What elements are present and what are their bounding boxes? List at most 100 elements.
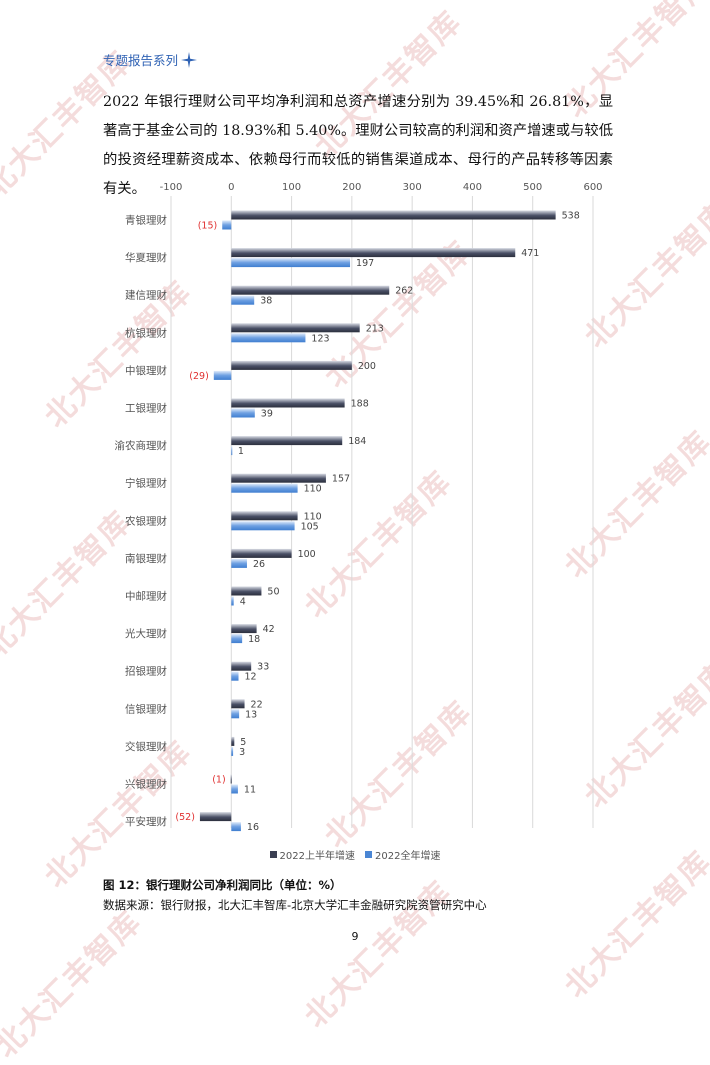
data-label-h1: 5	[240, 737, 246, 748]
bar-fy	[231, 295, 255, 305]
data-label-fy: 123	[311, 333, 329, 344]
x-tick-label: 0	[228, 182, 234, 193]
data-label-h1: 100	[298, 549, 316, 560]
x-tick-label: 100	[282, 182, 301, 193]
page-number: 9	[351, 930, 359, 943]
bar-fy	[231, 746, 234, 756]
category-label: 交银理财	[125, 740, 167, 753]
bar-fy	[231, 822, 241, 832]
category-label: 兴银理财	[125, 778, 167, 791]
data-label-h1: 22	[251, 699, 263, 710]
watermark-text: 北大汇丰智库	[0, 904, 149, 1065]
data-label-fy: 11	[244, 785, 256, 796]
body-paragraph-text: 2022 年银行理财公司平均净利润和总资产增速分别为 39.45%和 26.81…	[103, 94, 613, 197]
data-label-fy: 13	[245, 709, 257, 720]
bar-fy	[231, 446, 233, 456]
bar-fy	[231, 258, 351, 268]
bar-fy	[231, 671, 239, 681]
bar-h1	[231, 436, 343, 446]
body-paragraph: 2022 年银行理财公司平均净利润和总资产增速分别为 39.45%和 26.81…	[103, 88, 613, 204]
bar-fy	[231, 483, 298, 493]
data-label-h1: 50	[267, 587, 279, 598]
figure-caption: 图 12：银行理财公司净利润同比（单位：%）	[103, 878, 342, 892]
x-tick-label: 500	[523, 182, 542, 193]
legend-label-fy: 2022全年增速	[375, 851, 441, 862]
bar-fy	[231, 709, 240, 719]
data-label-fy: 39	[261, 409, 273, 420]
x-tick-label: 400	[463, 182, 482, 193]
bar-fy	[231, 333, 306, 343]
data-label-h1: 213	[366, 323, 384, 334]
data-source-note: 数据来源：银行财报，北大汇丰智库-北京大学汇丰金融研究院资管研究中心	[103, 898, 487, 912]
category-label: 青银理财	[125, 214, 167, 227]
bar-h1	[231, 210, 556, 220]
bar-h1	[230, 774, 232, 784]
data-label-h1: 471	[521, 248, 539, 259]
category-label: 平安理财	[125, 815, 167, 828]
data-label-h1: 538	[562, 211, 580, 222]
data-label-h1: 188	[351, 399, 369, 410]
bar-fy	[213, 370, 232, 380]
bar-h1	[231, 661, 252, 671]
data-label-fy: 16	[247, 822, 259, 833]
category-label: 光大理财	[125, 627, 167, 640]
legend-item-fy: 2022全年增速	[365, 847, 440, 862]
legend-item-h1: 2022上半年增速	[269, 847, 355, 862]
category-label: 南银理财	[125, 552, 167, 565]
bar-h1	[231, 511, 298, 521]
header-title: 专题报告系列	[103, 53, 179, 68]
category-label: 中邮理财	[125, 590, 167, 603]
data-label-h1: 42	[263, 624, 275, 635]
bar-h1	[231, 285, 390, 295]
data-label-fy: 4	[240, 597, 246, 608]
chart-legend: 2022上半年增速 2022全年增速	[0, 847, 710, 862]
data-label-h1: 200	[358, 361, 376, 372]
bar-fy	[231, 634, 243, 644]
category-label: 信银理财	[125, 702, 167, 715]
category-label: 招银理财	[125, 665, 167, 678]
bar-fy	[231, 521, 295, 531]
x-tick-label: 600	[583, 182, 602, 193]
category-label: 工银理财	[125, 402, 167, 415]
net-profit-growth-bar-chart: -100 0 100 200 300 400 500 600 青银理财华夏理财建信理财杭银理财…	[115, 182, 603, 833]
bar-fy	[231, 408, 255, 418]
data-label-fy: 38	[260, 296, 272, 307]
bar-h1	[231, 699, 245, 709]
bar-h1	[231, 398, 345, 408]
watermark-text: 北大汇丰智库	[558, 844, 710, 1005]
x-tick-label: 200	[342, 182, 361, 193]
category-label: 华夏理财	[125, 251, 167, 264]
bar-h1	[231, 473, 326, 483]
data-label-h1: 262	[395, 286, 413, 297]
data-label-fy: (15)	[198, 221, 218, 232]
category-label: 渝农商理财	[115, 439, 168, 452]
data-label-fy: 12	[245, 672, 257, 683]
category-label: 杭银理财	[125, 326, 167, 339]
data-label-h1: 157	[332, 474, 350, 485]
bar-h1	[231, 736, 235, 746]
data-label-fy: 3	[239, 747, 245, 758]
category-label: 农银理财	[125, 514, 167, 527]
legend-label-h1: 2022上半年增速	[279, 851, 355, 862]
data-label-h1: (1)	[212, 775, 225, 786]
bar-fy	[222, 220, 232, 230]
data-label-h1: 110	[304, 511, 322, 522]
bar-h1	[231, 323, 360, 333]
bar-h1	[231, 248, 516, 258]
four-point-star-icon	[181, 51, 198, 68]
bar-fy	[231, 558, 247, 568]
data-label-fy: 18	[248, 634, 260, 645]
legend-swatch-h1	[269, 851, 277, 858]
data-label-fy: 26	[253, 559, 265, 570]
x-tick-label: 300	[403, 182, 422, 193]
data-label-fy: (29)	[189, 371, 209, 382]
category-label: 中银理财	[125, 364, 167, 377]
report-series-header: 专题报告系列	[103, 50, 198, 69]
data-label-h1: 184	[348, 436, 366, 447]
bar-h1	[231, 586, 262, 596]
watermark-text: 北大汇丰智库	[298, 874, 459, 1035]
data-label-h1: 33	[257, 662, 269, 673]
bar-fy	[231, 784, 238, 794]
bar-h1	[199, 812, 232, 822]
data-label-h1: (52)	[175, 812, 195, 823]
